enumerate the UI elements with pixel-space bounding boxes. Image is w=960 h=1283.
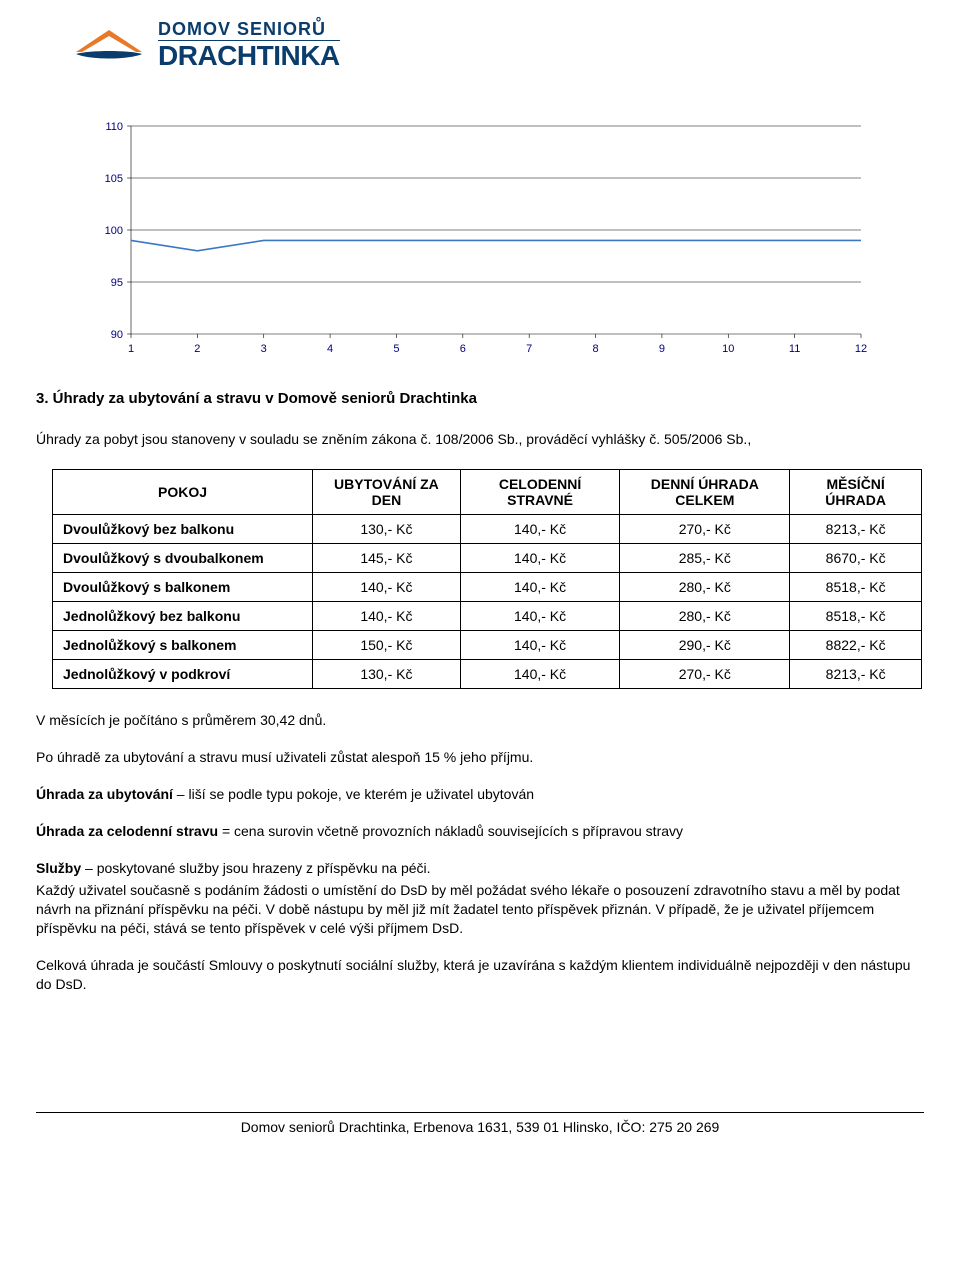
row-value-cell: 140,- Kč [460, 660, 620, 689]
svg-text:12: 12 [855, 343, 867, 355]
row-value-cell: 140,- Kč [313, 602, 461, 631]
table-row: Jednolůžkový s balkonem150,- Kč140,- Kč2… [53, 631, 922, 660]
svg-text:100: 100 [105, 225, 123, 237]
row-label-cell: Dvoulůžkový s dvoubalkonem [53, 544, 313, 573]
row-value-cell: 8822,- Kč [790, 631, 922, 660]
row-label-cell: Dvoulůžkový s balkonem [53, 573, 313, 602]
svg-text:9: 9 [659, 343, 665, 355]
row-value-cell: 140,- Kč [460, 602, 620, 631]
svg-text:4: 4 [327, 343, 333, 355]
svg-text:5: 5 [393, 343, 399, 355]
svg-text:105: 105 [105, 173, 123, 185]
col-denni: DENNÍ ÚHRADA CELKEM [620, 470, 790, 515]
svg-text:2: 2 [194, 343, 200, 355]
svg-text:10: 10 [722, 343, 734, 355]
label-sluzby: Služby [36, 860, 81, 876]
row-label-cell: Jednolůžkový s balkonem [53, 631, 313, 660]
table-row: Dvoulůžkový s dvoubalkonem145,- Kč140,- … [53, 544, 922, 573]
svg-text:11: 11 [789, 343, 800, 355]
para-sluzby: Služby – poskytované služby jsou hrazeny… [36, 859, 924, 878]
pricing-table: POKOJ UBYTOVÁNÍ ZA DEN CELODENNÍ STRAVNÉ… [52, 469, 922, 689]
row-value-cell: 290,- Kč [620, 631, 790, 660]
table-header-row: POKOJ UBYTOVÁNÍ ZA DEN CELODENNÍ STRAVNÉ… [53, 470, 922, 515]
label-uhrada-ubytovani: Úhrada za ubytování [36, 786, 173, 802]
table-row: Dvoulůžkový bez balkonu130,- Kč140,- Kč2… [53, 515, 922, 544]
row-value-cell: 130,- Kč [313, 660, 461, 689]
logo-line1: DOMOV SENIORŮ [158, 20, 340, 41]
para-uhrada-strava: Úhrada za celodenní stravu = cena surovi… [36, 822, 924, 841]
text-sluzby: – poskytované služby jsou hrazeny z přís… [81, 860, 430, 876]
line-chart: 9095100105110123456789101112 [85, 120, 875, 360]
row-value-cell: 280,- Kč [620, 573, 790, 602]
row-value-cell: 140,- Kč [460, 631, 620, 660]
row-label-cell: Dvoulůžkový bez balkonu [53, 515, 313, 544]
para-smlouva: Celková úhrada je součástí Smlouvy o pos… [36, 956, 924, 994]
row-value-cell: 285,- Kč [620, 544, 790, 573]
logo-text: DOMOV SENIORŮ DRACHTINKA [158, 20, 340, 70]
para-prispevek: Každý uživatel současně s podáním žádost… [36, 881, 924, 938]
svg-text:90: 90 [111, 329, 123, 341]
para-uhrada-ubytovani: Úhrada za ubytování – liší se podle typu… [36, 785, 924, 804]
svg-text:110: 110 [105, 121, 123, 133]
section-title: 3. Úhrady za ubytování a stravu v Domově… [36, 390, 924, 407]
row-value-cell: 8670,- Kč [790, 544, 922, 573]
para-avg-days: V měsících je počítáno s průměrem 30,42 … [36, 711, 924, 730]
para-15pct: Po úhradě za ubytování a stravu musí uži… [36, 748, 924, 767]
footer-text: Domov seniorů Drachtinka, Erbenova 1631,… [241, 1119, 720, 1135]
row-value-cell: 140,- Kč [313, 573, 461, 602]
col-ubytovani: UBYTOVÁNÍ ZA DEN [313, 470, 461, 515]
row-value-cell: 150,- Kč [313, 631, 461, 660]
row-value-cell: 140,- Kč [460, 573, 620, 602]
table-row: Jednolůžkový bez balkonu140,- Kč140,- Kč… [53, 602, 922, 631]
row-value-cell: 8518,- Kč [790, 602, 922, 631]
svg-text:3: 3 [261, 343, 267, 355]
page-header: DOMOV SENIORŮ DRACHTINKA [0, 0, 960, 80]
row-value-cell: 270,- Kč [620, 660, 790, 689]
svg-text:1: 1 [128, 343, 134, 355]
svg-text:8: 8 [592, 343, 598, 355]
svg-text:7: 7 [526, 343, 532, 355]
table-row: Dvoulůžkový s balkonem140,- Kč140,- Kč28… [53, 573, 922, 602]
svg-text:6: 6 [460, 343, 466, 355]
row-value-cell: 8518,- Kč [790, 573, 922, 602]
text-uhrada-strava: = cena surovin včetně provozních nákladů… [218, 823, 683, 839]
row-label-cell: Jednolůžkový v podkroví [53, 660, 313, 689]
col-pokoj: POKOJ [53, 470, 313, 515]
label-uhrada-strava: Úhrada za celodenní stravu [36, 823, 218, 839]
table-row: Jednolůžkový v podkroví130,- Kč140,- Kč2… [53, 660, 922, 689]
logo-mark [70, 22, 148, 69]
col-stravne: CELODENNÍ STRAVNÉ [460, 470, 620, 515]
chart-svg: 9095100105110123456789101112 [85, 120, 875, 360]
row-value-cell: 8213,- Kč [790, 515, 922, 544]
row-value-cell: 280,- Kč [620, 602, 790, 631]
row-value-cell: 130,- Kč [313, 515, 461, 544]
row-value-cell: 145,- Kč [313, 544, 461, 573]
row-label-cell: Jednolůžkový bez balkonu [53, 602, 313, 631]
row-value-cell: 270,- Kč [620, 515, 790, 544]
row-value-cell: 140,- Kč [460, 515, 620, 544]
content: 3. Úhrady za ubytování a stravu v Domově… [0, 390, 960, 1052]
section-intro: Úhrady za pobyt jsou stanoveny v souladu… [36, 431, 924, 447]
text-uhrada-ubytovani: – liší se podle typu pokoje, ve kterém j… [173, 786, 534, 802]
row-value-cell: 140,- Kč [460, 544, 620, 573]
page-footer: Domov seniorů Drachtinka, Erbenova 1631,… [36, 1112, 924, 1135]
col-mesicni: MĚSÍČNÍ ÚHRADA [790, 470, 922, 515]
svg-text:95: 95 [111, 277, 123, 289]
row-value-cell: 8213,- Kč [790, 660, 922, 689]
logo-line2: DRACHTINKA [158, 42, 340, 70]
